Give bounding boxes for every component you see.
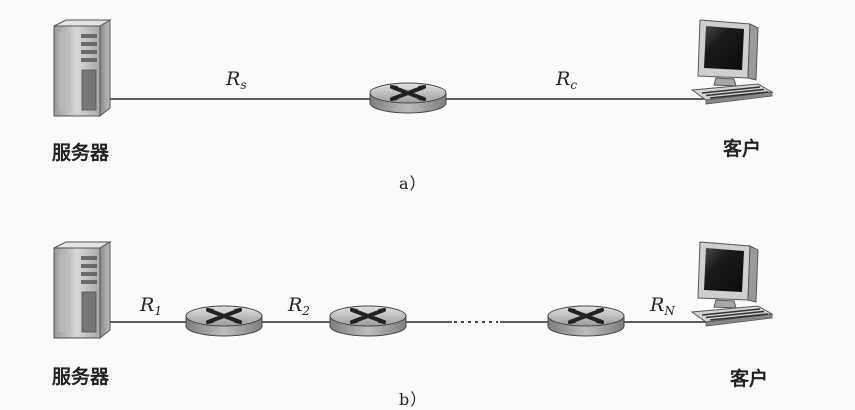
server-icon-b bbox=[53, 241, 111, 339]
server-icon-a bbox=[53, 19, 111, 117]
rate-label-server-a: Rs bbox=[226, 68, 247, 92]
client-label-b: 客户 bbox=[730, 368, 769, 390]
client-label-a: 客户 bbox=[723, 138, 762, 160]
rate-label-n-b: RN bbox=[650, 294, 675, 318]
server-label-a: 服务器 bbox=[52, 142, 110, 164]
router-icon-b1 bbox=[184, 304, 264, 338]
server-label-b: 服务器 bbox=[52, 366, 110, 388]
diagram-canvas bbox=[53, 19, 773, 339]
rate-label-1-b: R1 bbox=[140, 294, 162, 318]
router-icon-a bbox=[368, 81, 448, 115]
rate-label-client-a: Rc bbox=[556, 68, 578, 92]
caption-a: a） bbox=[399, 174, 427, 193]
client-icon-b bbox=[691, 241, 773, 327]
router-icon-bn bbox=[546, 304, 626, 338]
client-icon-a bbox=[691, 19, 773, 105]
rate-label-2-b: R2 bbox=[288, 294, 310, 318]
router-icon-b2 bbox=[328, 304, 408, 338]
network-diagram: Rs Rc 服务器 客户 a） R1 R2 RN 服务器 客户 b） bbox=[52, 19, 773, 409]
caption-b: b） bbox=[399, 390, 428, 409]
